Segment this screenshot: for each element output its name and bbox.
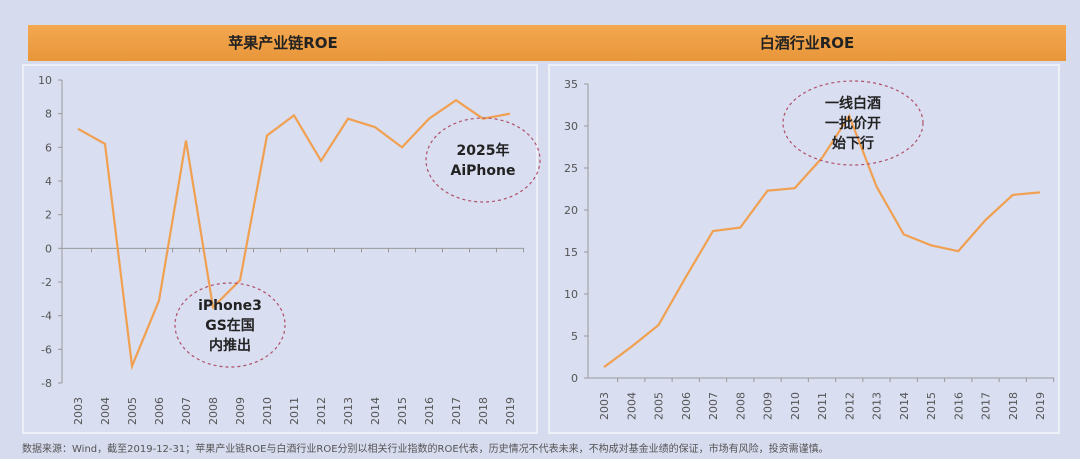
series-line — [603, 113, 1041, 368]
y-tick-label: 10 — [564, 288, 578, 301]
x-tick-label: 2010 — [261, 397, 274, 425]
x-tick-label: 2013 — [871, 392, 884, 420]
x-tick-label: 2006 — [153, 397, 166, 425]
y-tick-label: 25 — [564, 162, 578, 175]
annotation-text: 内推出 — [209, 337, 251, 354]
y-tick-label: 4 — [45, 175, 52, 188]
x-tick-label: 2013 — [342, 397, 355, 425]
x-tick-label: 2017 — [450, 397, 463, 425]
x-tick-label: 2003 — [72, 397, 85, 425]
x-tick-label: 2016 — [423, 397, 436, 425]
footnote: 数据来源：Wind，截至2019-12-31；苹果产业链ROE与白酒行业ROE分… — [22, 444, 829, 455]
y-tick-label: 5 — [571, 330, 578, 343]
series-line — [77, 98, 511, 371]
annotation-text: 一线白酒 — [825, 95, 881, 112]
x-tick-label: 2012 — [843, 392, 856, 420]
x-tick-label: 2009 — [234, 397, 247, 425]
annotation-text: AiPhone — [451, 163, 516, 179]
x-tick-label: 2004 — [625, 392, 638, 420]
x-tick-label: 2010 — [789, 392, 802, 420]
x-tick-label: 2018 — [477, 397, 490, 425]
y-tick-label: 10 — [38, 74, 52, 87]
y-tick-label: 8 — [45, 108, 52, 121]
y-tick-label: -2 — [41, 276, 52, 289]
x-tick-label: 2011 — [816, 392, 829, 420]
annotation-text: iPhone3 — [198, 298, 262, 314]
x-tick-label: 2017 — [980, 392, 993, 420]
x-tick-label: 2015 — [396, 397, 409, 425]
annotation-ellipse — [174, 282, 286, 368]
x-tick-label: 2009 — [762, 392, 775, 420]
y-tick-label: 0 — [45, 242, 52, 255]
y-tick-label: 2 — [45, 209, 52, 222]
y-tick-label: 35 — [564, 78, 578, 91]
x-tick-label: 2019 — [1034, 392, 1047, 420]
right-chart-title: 白酒行业ROE — [759, 34, 855, 52]
x-tick-label: 2008 — [207, 397, 220, 425]
x-tick-label: 2011 — [288, 397, 301, 425]
x-tick-label: 2012 — [315, 397, 328, 425]
x-tick-label: 2006 — [680, 392, 693, 420]
y-tick-label: -6 — [41, 343, 52, 356]
x-tick-label: 2005 — [126, 397, 139, 425]
x-tick-label: 2015 — [925, 392, 938, 420]
annotation-text: 始下行 — [832, 135, 874, 152]
x-tick-label: 2007 — [180, 397, 193, 425]
x-tick-label: 2014 — [369, 397, 382, 425]
x-tick-label: 2004 — [99, 397, 112, 425]
left-chart-title: 苹果产业链ROE — [228, 34, 338, 52]
y-tick-label: 15 — [564, 246, 578, 259]
y-tick-label: 6 — [45, 141, 52, 154]
annotation-text: GS在国 — [205, 317, 255, 334]
x-tick-label: 2014 — [898, 392, 911, 420]
x-tick-label: 2003 — [598, 392, 611, 420]
y-tick-label: 20 — [564, 204, 578, 217]
annotation-text: 一批价开 — [825, 115, 881, 132]
annotation-ellipse — [782, 80, 924, 166]
x-tick-label: 2008 — [734, 392, 747, 420]
y-tick-label: -4 — [41, 310, 52, 323]
y-tick-label: 0 — [571, 372, 578, 385]
y-tick-label: -8 — [41, 377, 52, 390]
y-tick-label: 30 — [564, 120, 578, 133]
x-tick-label: 2019 — [504, 397, 517, 425]
x-tick-label: 2016 — [952, 392, 965, 420]
annotation-ellipse — [425, 117, 541, 203]
annotation-text: 2025年 — [457, 142, 510, 159]
right-chart-panel — [548, 64, 1060, 434]
x-tick-label: 2018 — [1007, 392, 1020, 420]
x-tick-label: 2007 — [707, 392, 720, 420]
header-bar: 苹果产业链ROE 白酒行业ROE — [28, 25, 1066, 61]
x-tick-label: 2005 — [653, 392, 666, 420]
